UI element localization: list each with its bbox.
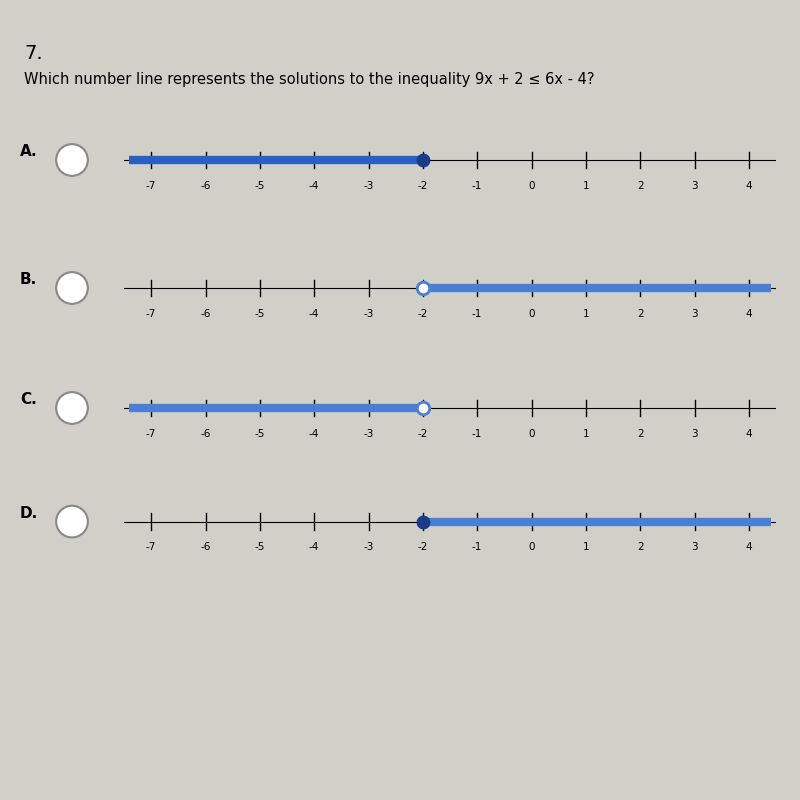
- Text: 4: 4: [746, 542, 752, 553]
- Text: 1: 1: [582, 181, 589, 191]
- Circle shape: [56, 272, 88, 304]
- Text: -1: -1: [472, 309, 482, 319]
- Text: 0: 0: [528, 542, 534, 553]
- Circle shape: [56, 506, 88, 538]
- Text: 1: 1: [582, 309, 589, 319]
- Text: 4: 4: [746, 181, 752, 191]
- Text: 3: 3: [691, 181, 698, 191]
- Text: 3: 3: [691, 309, 698, 319]
- Text: -2: -2: [418, 181, 428, 191]
- Text: -7: -7: [146, 309, 156, 319]
- Text: -7: -7: [146, 542, 156, 553]
- Text: -3: -3: [363, 309, 374, 319]
- Text: 2: 2: [637, 429, 643, 439]
- Text: -7: -7: [146, 181, 156, 191]
- Text: 2: 2: [637, 181, 643, 191]
- Text: 0: 0: [528, 181, 534, 191]
- Text: 4: 4: [746, 309, 752, 319]
- Text: -1: -1: [472, 429, 482, 439]
- Text: -2: -2: [418, 542, 428, 553]
- Text: -2: -2: [418, 309, 428, 319]
- Text: 3: 3: [691, 429, 698, 439]
- Text: -4: -4: [309, 542, 319, 553]
- Circle shape: [56, 392, 88, 424]
- Text: B.: B.: [20, 273, 38, 287]
- Text: A.: A.: [20, 145, 38, 159]
- Circle shape: [56, 144, 88, 176]
- Text: 0: 0: [528, 429, 534, 439]
- Text: -7: -7: [146, 429, 156, 439]
- Text: -6: -6: [200, 181, 210, 191]
- Text: -1: -1: [472, 542, 482, 553]
- Text: -5: -5: [254, 181, 265, 191]
- Text: 4: 4: [746, 429, 752, 439]
- Text: D.: D.: [20, 506, 38, 521]
- Text: -4: -4: [309, 181, 319, 191]
- Text: 2: 2: [637, 542, 643, 553]
- Text: -5: -5: [254, 309, 265, 319]
- Text: 1: 1: [582, 429, 589, 439]
- Text: C.: C.: [20, 393, 37, 407]
- Text: -5: -5: [254, 542, 265, 553]
- Text: -6: -6: [200, 429, 210, 439]
- Text: -2: -2: [418, 429, 428, 439]
- Text: -4: -4: [309, 309, 319, 319]
- Text: -1: -1: [472, 181, 482, 191]
- Text: -3: -3: [363, 181, 374, 191]
- Text: 2: 2: [637, 309, 643, 319]
- Text: -6: -6: [200, 309, 210, 319]
- Text: -5: -5: [254, 429, 265, 439]
- Text: Which number line represents the solutions to the inequality 9x + 2 ≤ 6x - 4?: Which number line represents the solutio…: [24, 72, 594, 87]
- Text: 7.: 7.: [24, 44, 42, 63]
- Text: -6: -6: [200, 542, 210, 553]
- Text: -3: -3: [363, 429, 374, 439]
- Text: -4: -4: [309, 429, 319, 439]
- Text: 3: 3: [691, 542, 698, 553]
- Text: -3: -3: [363, 542, 374, 553]
- Text: 1: 1: [582, 542, 589, 553]
- Text: 0: 0: [528, 309, 534, 319]
